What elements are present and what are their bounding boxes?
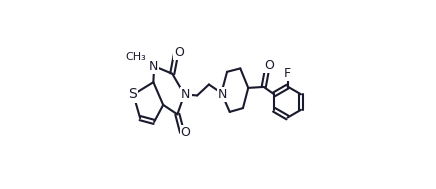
Text: O: O — [264, 59, 274, 71]
Text: O: O — [174, 46, 184, 59]
Text: N: N — [149, 60, 158, 73]
Text: CH₃: CH₃ — [126, 52, 146, 62]
Text: S: S — [128, 88, 137, 101]
Text: N: N — [218, 88, 227, 101]
Text: O: O — [181, 126, 191, 139]
Text: F: F — [284, 67, 291, 80]
Text: N: N — [181, 88, 191, 101]
